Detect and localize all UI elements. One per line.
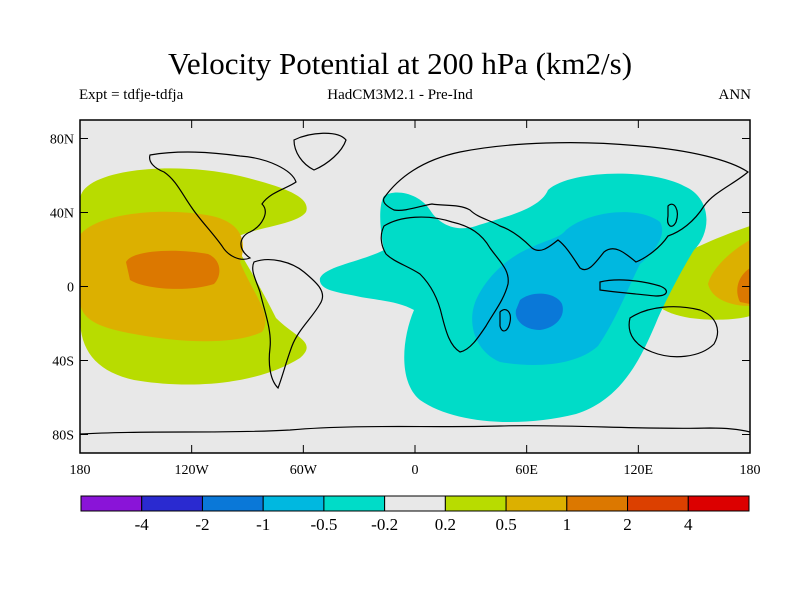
season-label: ANN [718, 87, 752, 103]
x-tick-label: 60E [515, 463, 538, 478]
x-tick-label: 0 [412, 463, 419, 478]
colorbar-swatch [201, 495, 264, 512]
contour-negative-0.5 [472, 212, 663, 365]
colorbar-label: 0.5 [495, 515, 516, 534]
colorbar-label: 4 [684, 515, 693, 534]
coast-antarctica [80, 424, 750, 435]
coast-australia [628, 306, 719, 358]
colorbar-swatch [384, 495, 446, 512]
colorbar-label: -1 [256, 515, 270, 534]
coast-indonesia [599, 279, 667, 297]
x-tick-label: 60W [290, 463, 318, 478]
colorbar-swatch [566, 495, 629, 512]
colorbar-label: 2 [623, 515, 632, 534]
model-label: HadCM3M2.1 - Pre-Ind [327, 87, 473, 103]
coast-greenland [293, 132, 347, 171]
colorbar-swatch [141, 495, 203, 512]
x-axis-ticks: 180 120W 60W 0 60E 120E 180 [70, 120, 761, 478]
y-tick-label: 80S [52, 429, 74, 444]
colorbar-swatch [627, 495, 689, 512]
x-tick-label: 180 [740, 463, 761, 478]
colorbar-label: -0.2 [371, 515, 398, 534]
coast-japan [667, 203, 678, 227]
x-tick-label: 120W [175, 463, 210, 478]
colorbar-label: 0.2 [435, 515, 456, 534]
colorbar-label: -0.5 [310, 515, 337, 534]
y-tick-label: 0 [67, 281, 74, 296]
experiment-label: Expt = tdfje-tdfja [79, 87, 184, 103]
colorbar-swatch [687, 495, 750, 512]
colorbar-swatch [444, 495, 507, 512]
plot-title: Velocity Potential at 200 hPa (km2/s) [167, 46, 633, 81]
y-axis-ticks: 80N 40N 0 40S 80S [50, 133, 750, 444]
colorbar-swatch [323, 495, 386, 512]
colorbar-label: -4 [135, 515, 150, 534]
y-tick-label: 40S [52, 355, 74, 370]
colorbar-label: 1 [563, 515, 572, 534]
coast-africa [380, 216, 509, 353]
y-tick-label: 40N [50, 207, 74, 222]
contour-negative-1 [515, 293, 563, 330]
colorbar-swatch [262, 495, 325, 512]
colorbar-label: -2 [195, 515, 209, 534]
x-tick-label: 180 [70, 463, 91, 478]
coast-south-america [252, 259, 324, 390]
x-tick-label: 120E [624, 463, 654, 478]
coast-madagascar [499, 309, 511, 332]
y-tick-label: 80N [50, 133, 74, 148]
coast-north-america [149, 151, 297, 260]
contour-fields [80, 132, 750, 435]
colorbar-swatch [505, 495, 568, 512]
contour-positive-1 [126, 250, 220, 289]
colorbar-swatch [80, 495, 143, 512]
coast-eurasia [382, 142, 749, 271]
colorbar: -4 -2 -1 -0.5 -0.2 0.2 0.5 1 2 4 [80, 495, 750, 534]
coastlines [80, 132, 750, 435]
